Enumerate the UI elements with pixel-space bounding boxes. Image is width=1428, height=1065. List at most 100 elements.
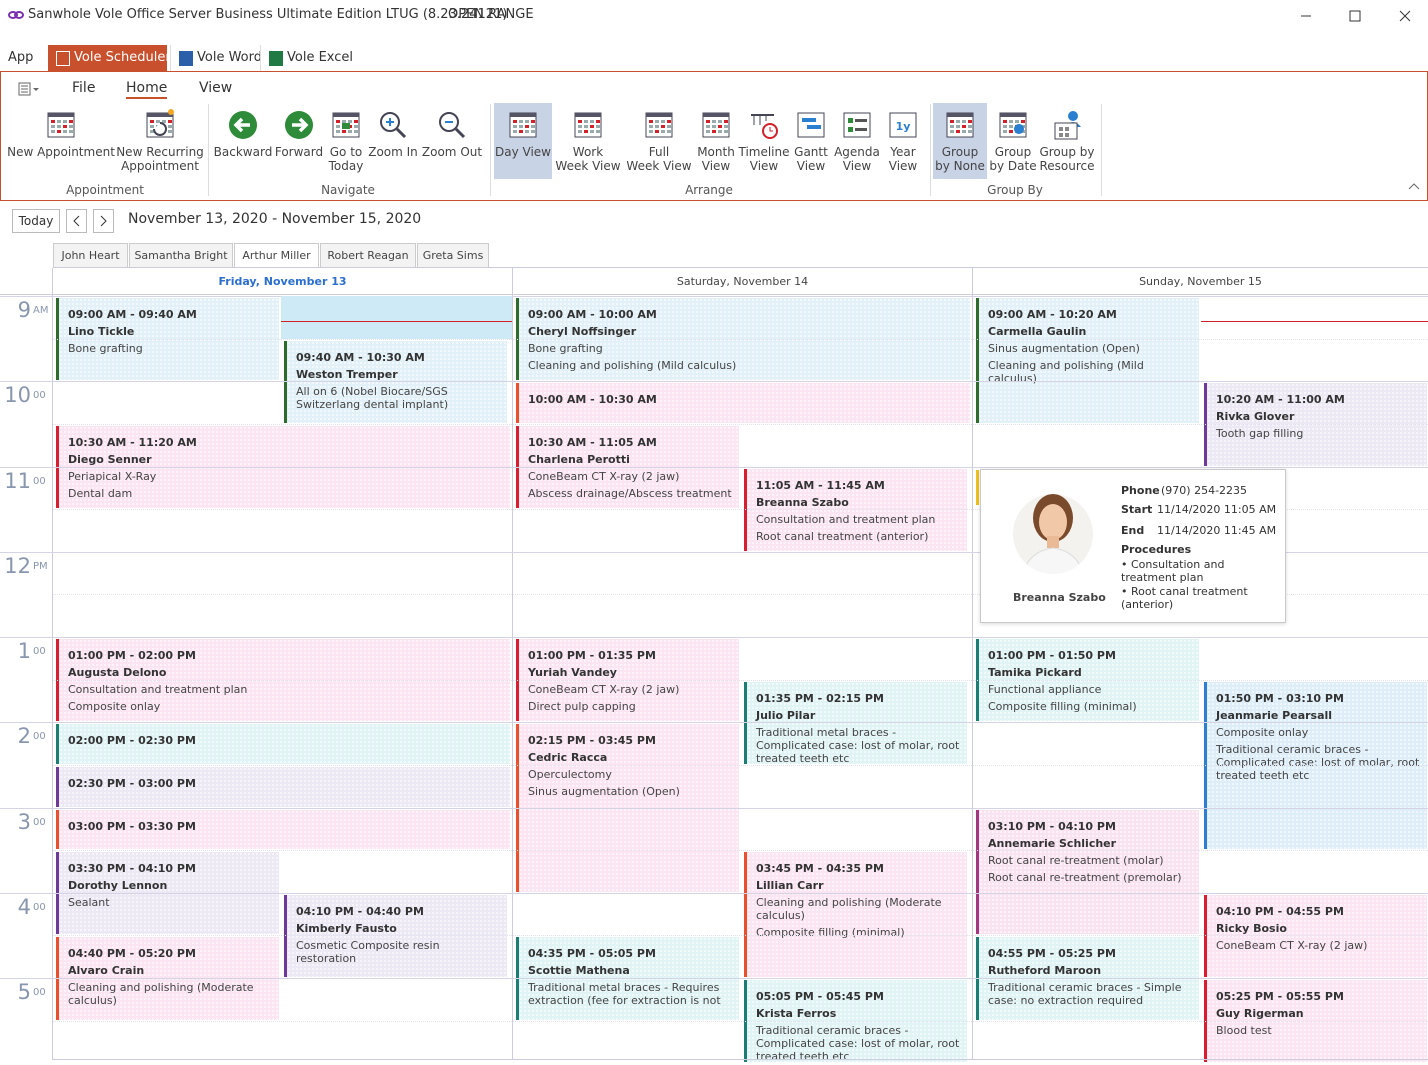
app-tab[interactable]: Vole Scheduler [48, 45, 171, 71]
patient-name: Charlena Perotti [528, 452, 630, 466]
ribbon-button[interactable]: Backward [198, 103, 288, 179]
frame-left [0, 71, 1, 201]
appointment[interactable]: 03:45 PM - 04:35 PM Lillian Carr Cleaning … [744, 852, 967, 977]
resource-tab[interactable]: Arthur Miller [234, 243, 319, 267]
half-hour-line [53, 509, 1428, 511]
day-header: Saturday, November 14 [676, 275, 809, 288]
appointment-time: 01:00 PM - 01:35 PM [528, 649, 656, 662]
resource-tab[interactable]: John Heart [53, 243, 128, 267]
appointment-time: 09:00 AM - 09:40 AM [68, 308, 197, 321]
hour-label: 9 [17, 298, 31, 322]
next-button[interactable] [93, 209, 114, 233]
appointment[interactable]: 09:00 AM - 10:20 AM Carmella Gaulin Sinus … [976, 298, 1199, 423]
ribbon-button[interactable]: Day View [478, 103, 568, 179]
day-header: Sunday, November 15 [1139, 275, 1262, 288]
appointment[interactable]: 02:30 PM - 03:00 PM [56, 766, 510, 807]
half-hour-line [53, 338, 1428, 340]
app-tab[interactable]: Vole Word [170, 45, 262, 71]
button-label: Go to Today [328, 145, 364, 173]
ribbon-button[interactable]: Gantt View [766, 103, 856, 179]
hour-suffix: 00 [33, 731, 46, 743]
button-icon [645, 112, 673, 138]
ribbon-button[interactable]: Go to Today [301, 103, 391, 179]
window-controls[interactable] [1290, 4, 1420, 28]
date-range: November 13, 2020 - November 15, 2020 [128, 211, 422, 227]
ribbon-button[interactable]: Forward [254, 103, 344, 179]
appointment-tooltip: Breanna Szabo Phone (970) 254-2235 Start… [980, 469, 1286, 623]
hour-line [0, 296, 1428, 297]
start: 11/14/2020 11:05 AM [1157, 503, 1277, 516]
button-label: Work Week View [555, 145, 621, 173]
ribbon-button[interactable]: Group by Date [968, 103, 1058, 179]
button-icon [1054, 111, 1081, 140]
ribbon-button[interactable]: 1y Year View [858, 103, 948, 179]
appointment-time: 03:30 PM - 04:10 PM [68, 862, 196, 876]
hour-suffix: 00 [33, 987, 46, 998]
button-label: Group by None [935, 145, 985, 173]
procedure: Traditional ceramic braces - Complicated… [1216, 742, 1420, 782]
ribbon-button[interactable]: Group by None [915, 103, 1005, 179]
ribbon-button[interactable]: Agenda View [812, 103, 902, 179]
quick-menu[interactable] [18, 82, 40, 96]
ribbon-button[interactable]: Month View [671, 103, 761, 179]
appointment-time: 01:35 PM - 02:15 PM [756, 691, 884, 705]
today-button[interactable]: Today [12, 209, 60, 233]
button-icon: 1y [889, 112, 917, 138]
ribbon-button[interactable]: New Appointment [7, 103, 115, 179]
ribbon-button[interactable]: Zoom Out [407, 103, 497, 179]
ribbon-button[interactable]: Full Week View [614, 103, 704, 179]
appointment-time: 03:00 PM - 03:30 PM [68, 819, 196, 833]
ribbon-tab[interactable]: Home [126, 80, 168, 99]
patient-name: Rutheford Maroon [988, 964, 1102, 978]
ribbon-button[interactable]: Timeline View [719, 103, 809, 179]
hour-suffix: AM [33, 305, 49, 316]
svg-text:1y: 1y [896, 120, 911, 133]
hour-line [0, 892, 1428, 894]
ribbon-button[interactable]: Group by Resource [1022, 103, 1112, 179]
half-hour-line [53, 935, 1428, 937]
ribbon-tab[interactable]: File [72, 80, 96, 96]
procedure: Sealant [68, 896, 110, 910]
procedure: Root canal treatment (anterior) [756, 529, 929, 543]
collapse-ribbon[interactable] [1408, 182, 1420, 190]
procedure: Cleaning and polishing (Mild calculus) [528, 359, 737, 372]
appointment-time: 11:05 AM - 11:45 AM [756, 478, 885, 492]
hour-line [0, 807, 1428, 809]
patient-name: Annemarie Schlicher [988, 836, 1117, 850]
grid-bottom [53, 1059, 1428, 1060]
ribbon-button[interactable]: Work Week View [543, 103, 633, 179]
hour-label: 3 [17, 809, 31, 834]
button-label: Zoom In [368, 145, 418, 159]
ribbon-button[interactable]: Zoom In [348, 103, 438, 179]
day-header: Friday, November 13 [218, 275, 347, 288]
resource-tab[interactable]: Greta Sims [417, 243, 489, 267]
appointment[interactable]: 03:00 PM - 03:30 PM [56, 809, 510, 850]
patient-name: Lillian Carr [756, 879, 824, 893]
button-icon [751, 114, 778, 139]
appointment[interactable]: 03:10 PM - 04:10 PM Annemarie Schlicher Ro… [976, 809, 1199, 935]
ribbon-tab[interactable]: View [199, 80, 233, 96]
appointment-time: 09:40 AM - 10:30 AM [296, 350, 425, 364]
button-label: Group by Date [989, 145, 1037, 173]
procedure: Functional appliance [988, 683, 1102, 696]
button-icon [946, 112, 974, 138]
app-tab[interactable]: App [4, 45, 46, 71]
procedure: Traditional ceramic braces - Simple case… [988, 981, 1182, 1008]
appointment-time: 04:10 PM - 04:40 PM [296, 904, 424, 918]
appointment[interactable]: 10:00 AM - 10:30 AM [516, 383, 970, 423]
procedure: Sinus augmentation (Open) [988, 342, 1140, 355]
ribbon-button[interactable]: New Recurring Appointment [115, 103, 205, 179]
tab-icon [179, 51, 193, 66]
appointment[interactable]: 02:00 PM - 02:30 PM [56, 724, 510, 764]
app-tab[interactable]: Vole Excel [260, 45, 353, 71]
button-label: New Appointment [7, 145, 115, 159]
patient-name: Guy Rigerman [1216, 1007, 1304, 1020]
resource-tab[interactable]: Robert Reagan [320, 243, 416, 267]
button-icon [843, 112, 871, 138]
button-label: Backward [213, 145, 273, 159]
phone-label: Phone [1121, 484, 1160, 497]
procedure: Tooth gap filling [1216, 427, 1304, 441]
resource-tab[interactable]: Samantha Bright [129, 243, 233, 267]
group-label: Group By [987, 183, 1043, 197]
prev-button[interactable] [66, 209, 87, 233]
